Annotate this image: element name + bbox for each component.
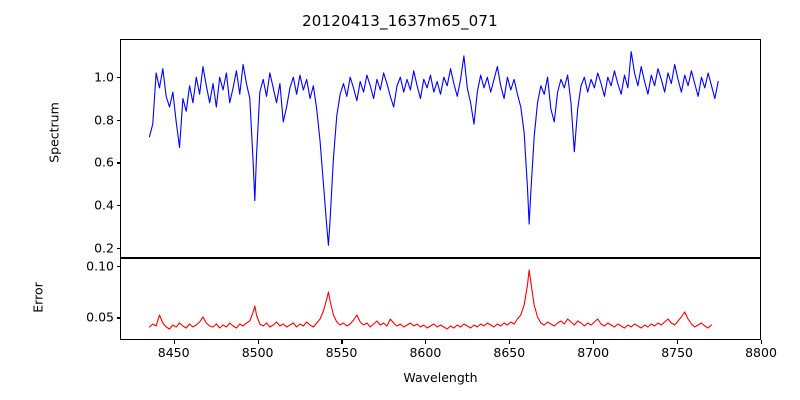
error-series [121,259,760,339]
x-tick-label: 8450 [139,345,209,360]
x-tick-mark [677,340,678,344]
error-plot-panel [120,258,761,340]
x-tick-label: 8500 [223,345,293,360]
y-tick-label-spectrum: 0.8 [4,112,114,127]
x-tick-mark [593,340,594,344]
figure-canvas: 20120413_1637m65_071 Spectrum Error Wave… [0,0,800,400]
x-tick-label: 8750 [642,345,712,360]
y-axis-label-spectrum: Spectrum [47,73,62,193]
x-tick-mark [174,340,175,344]
x-tick-mark [258,340,259,344]
x-tick-label: 8650 [474,345,544,360]
spectrum-series [121,40,760,257]
y-tick-label-error: 0.10 [4,259,114,274]
x-axis-label: Wavelength [120,370,761,385]
x-tick-label: 8550 [306,345,376,360]
x-tick-mark [761,340,762,344]
x-tick-mark [341,340,342,344]
x-tick-label: 8700 [558,345,628,360]
x-tick-mark [509,340,510,344]
x-tick-label: 8800 [726,345,796,360]
y-tick-label-spectrum: 1.0 [4,69,114,84]
y-tick-label-spectrum: 0.6 [4,155,114,170]
y-tick-label-spectrum: 0.4 [4,198,114,213]
figure-title: 20120413_1637m65_071 [0,12,800,30]
y-tick-label-error: 0.05 [4,310,114,325]
x-tick-label: 8600 [390,345,460,360]
y-tick-label-spectrum: 0.2 [4,241,114,256]
x-tick-mark [425,340,426,344]
spectrum-plot-panel [120,39,761,258]
